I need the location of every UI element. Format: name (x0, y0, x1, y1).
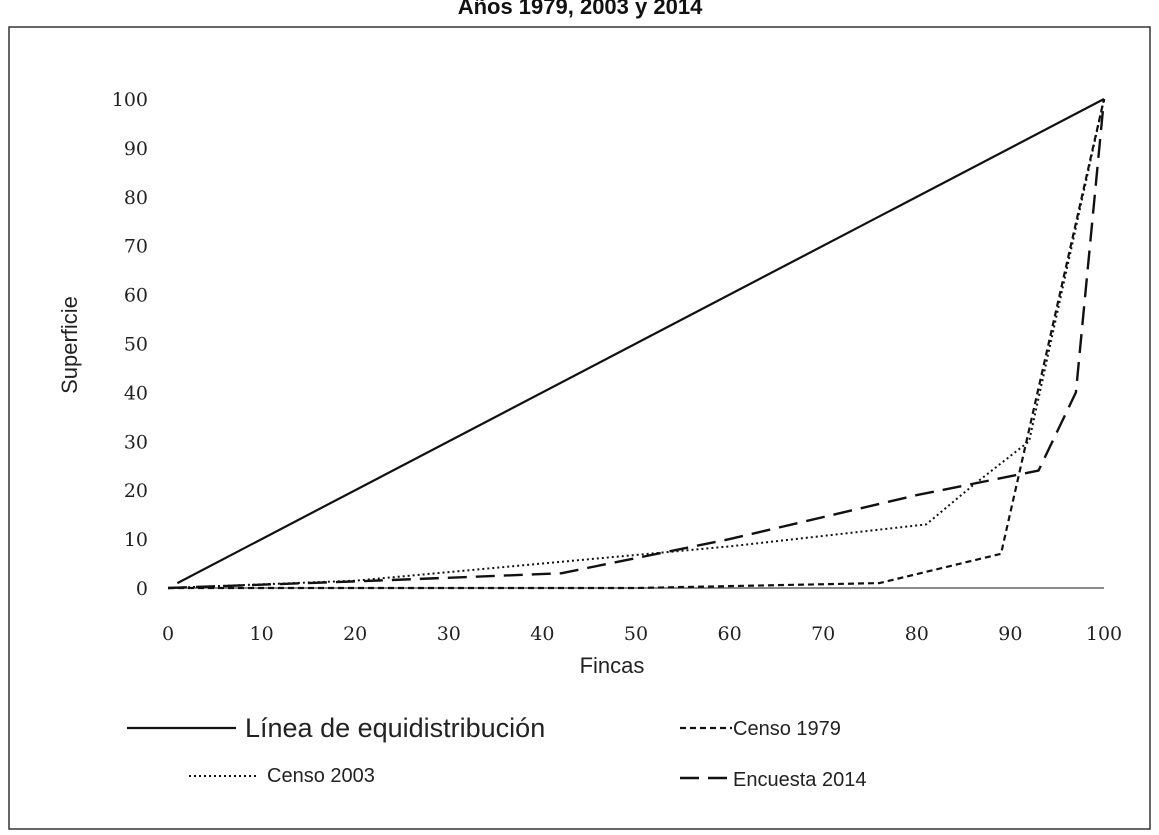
chart-frame (8, 26, 1151, 830)
x-tick-label: 90 (998, 623, 1022, 645)
y-tick-label: 90 (124, 138, 148, 160)
legend: Línea de equidistribución Censo 1979 Cen… (127, 713, 866, 791)
x-axis-label: Fincas (580, 653, 645, 678)
x-tick-label: 50 (624, 623, 648, 645)
y-tick-label: 70 (124, 236, 148, 258)
y-tick-label: 30 (124, 431, 148, 453)
x-tick-label: 70 (811, 623, 835, 645)
x-tick-label: 0 (162, 623, 174, 645)
x-tick-label: 30 (437, 623, 461, 645)
y-tick-label: 50 (124, 334, 148, 356)
legend-label-encuesta-2014: Encuesta 2014 (733, 769, 866, 791)
x-tick-label: 40 (530, 623, 554, 645)
series-line-2 (167, 98, 1105, 589)
x-tick-label: 80 (905, 623, 929, 645)
legend-label-censo-1979: Censo 1979 (733, 718, 841, 740)
x-tick-label: 10 (250, 623, 274, 645)
legend-label-equidistribucion: Línea de equidistribución (245, 713, 545, 743)
series-line-1 (168, 98, 1106, 590)
legend-label-censo-2003: Censo 2003 (267, 765, 375, 787)
chart-title: Años 1979, 2003 y 2014 (458, 0, 703, 19)
x-tick-label: 100 (1086, 623, 1122, 645)
plot-area: 0 10 20 30 40 50 60 70 80 90 100 0 10 20 30 40 50 60 70 80 9… (112, 89, 1122, 645)
series-line-3 (167, 98, 1106, 590)
y-tick-label: 60 (124, 285, 148, 307)
y-tick-label: 10 (124, 529, 148, 551)
y-tick-label: 100 (112, 89, 148, 111)
y-tick-label: 40 (124, 382, 148, 404)
series-line-0 (176, 98, 1105, 585)
x-tick-label: 20 (343, 623, 367, 645)
y-axis-label: Superficie (57, 296, 82, 394)
y-tick-label: 20 (124, 480, 148, 502)
y-tick-label: 80 (124, 187, 148, 209)
x-tick-label: 60 (718, 623, 742, 645)
y-tick-label: 0 (136, 578, 148, 600)
